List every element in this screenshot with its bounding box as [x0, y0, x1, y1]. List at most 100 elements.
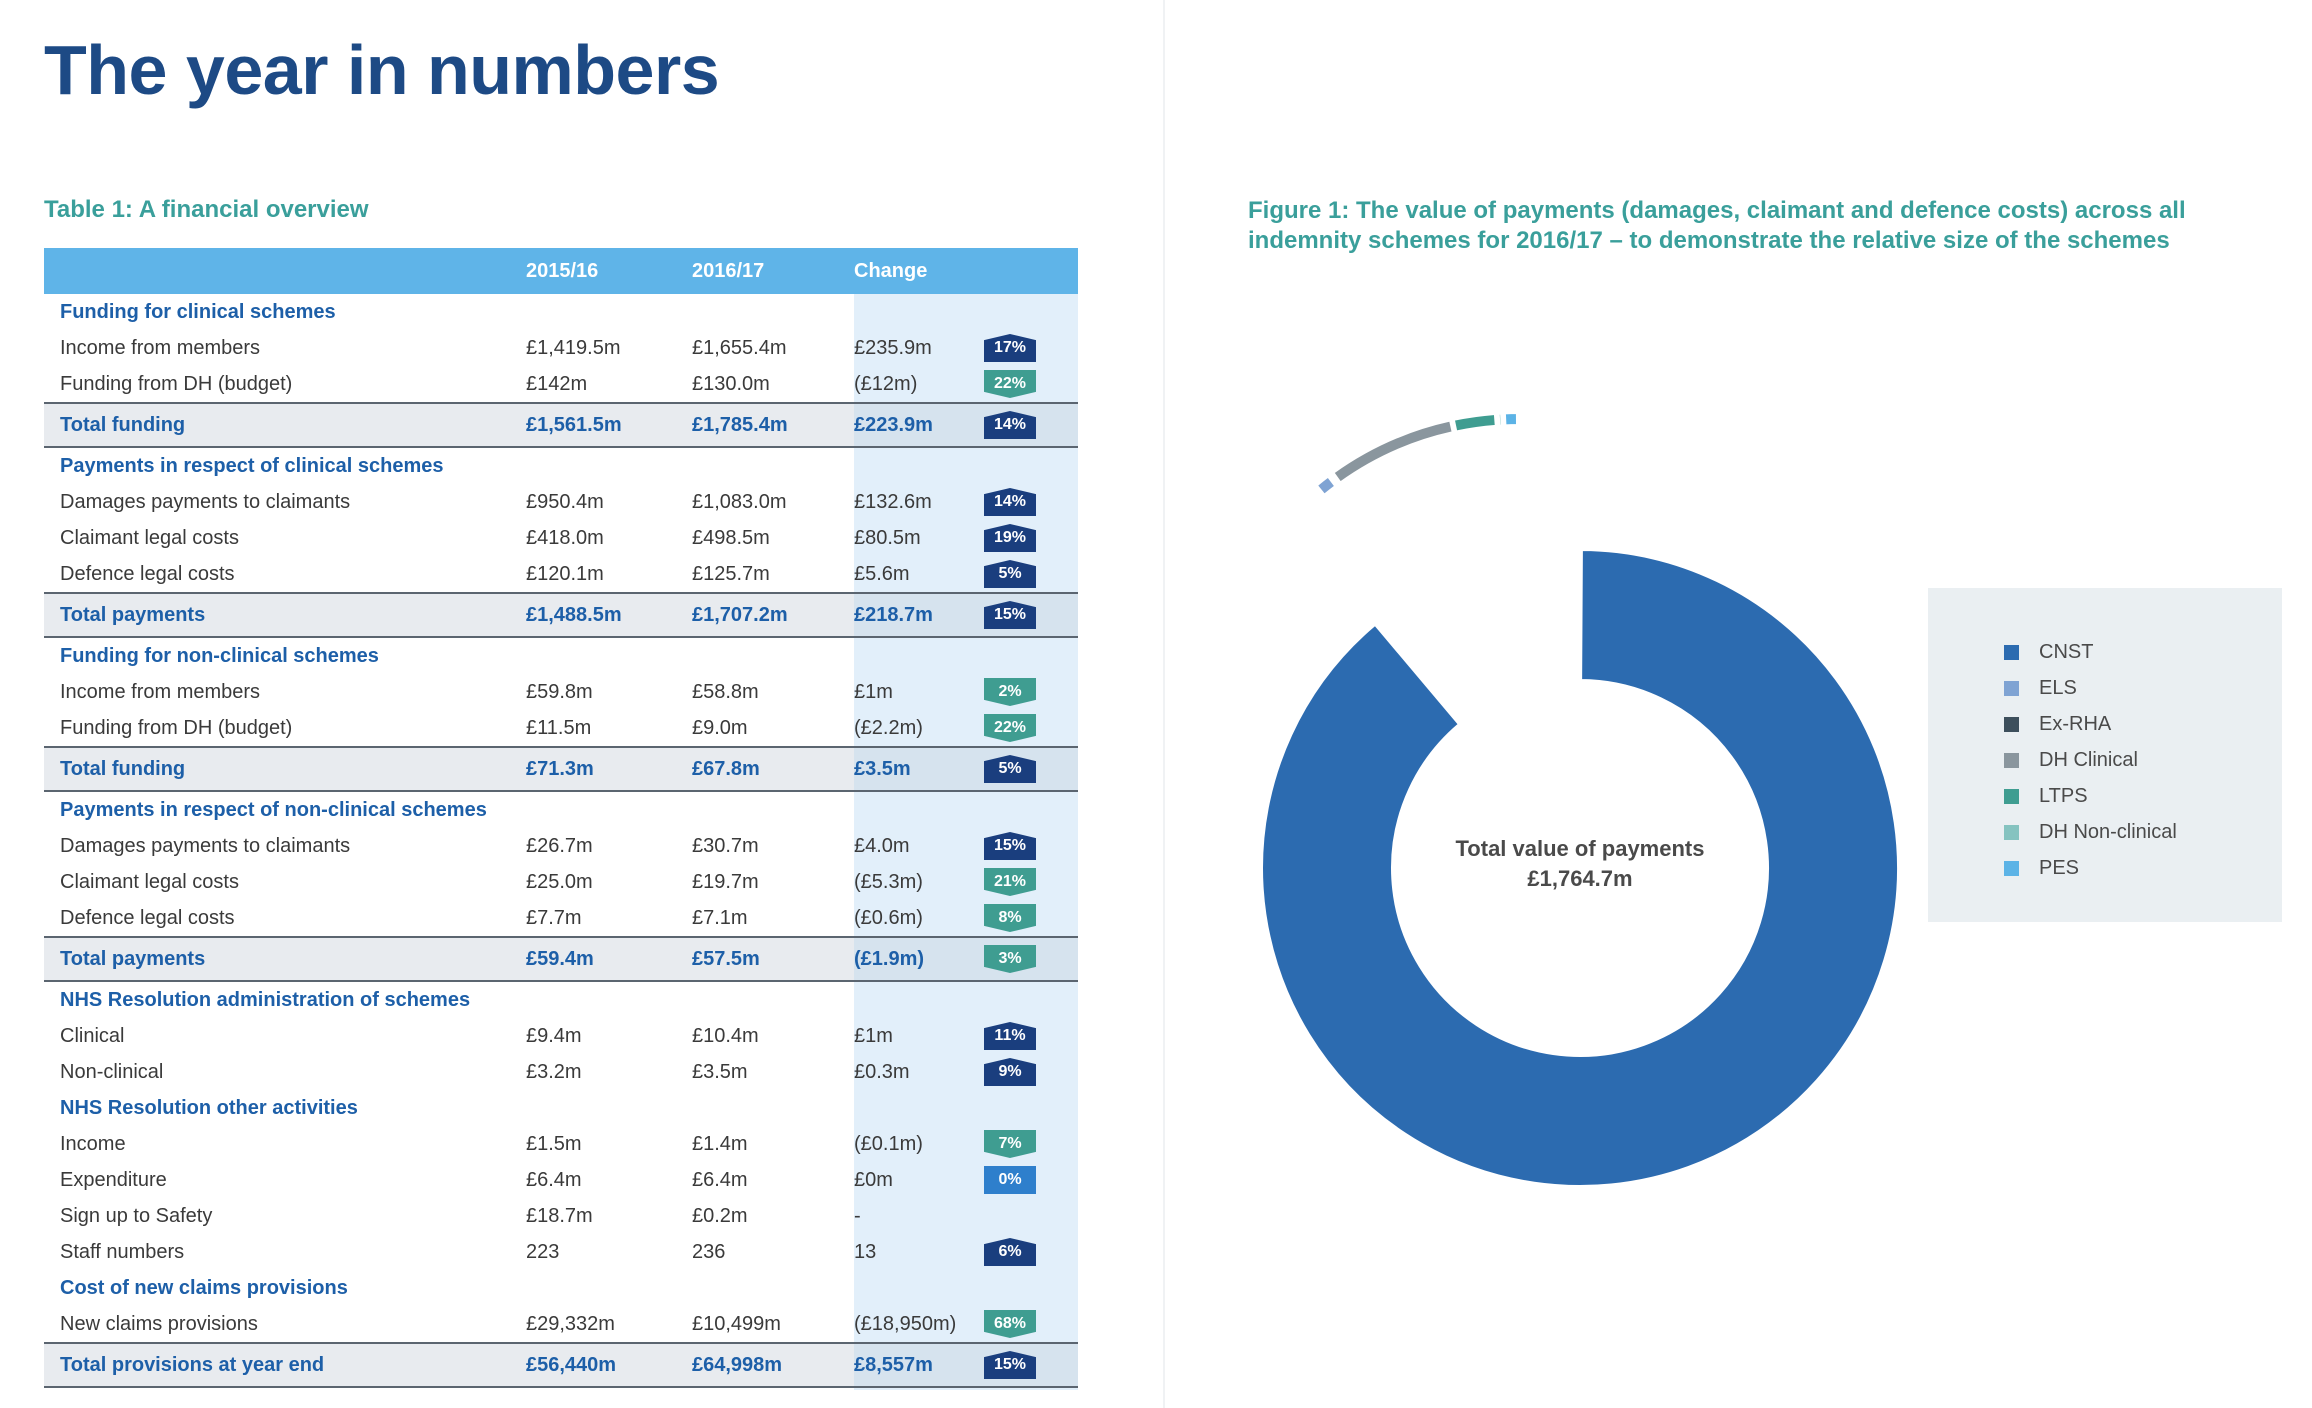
section-row: NHS Resolution administration of schemes [44, 981, 1078, 1018]
legend-label: CNST [2039, 640, 2094, 663]
value-2015-16: £142m [526, 372, 588, 395]
empty-cell [692, 1090, 854, 1126]
value-change: £4.0m [854, 834, 910, 857]
percent-cell: 2% [984, 674, 1078, 710]
table-row: Funding from DH (budget) £142m £130.0m (£12… [44, 366, 1078, 403]
change-column-highlight [854, 294, 1078, 1390]
section-label: NHS Resolution administration of schemes [60, 988, 471, 1011]
section-row: NHS Resolution other activities [44, 1090, 1078, 1126]
value-2015-16: £418.0m [526, 526, 604, 549]
table-row: Staff numbers 223 236 13 6% [44, 1234, 1078, 1270]
legend-item: CNST [2004, 634, 2282, 670]
legend-item: DH Non-clinical [2004, 814, 2282, 850]
section-row: Funding for non-clinical schemes [44, 637, 1078, 674]
value-2016-17: £7.1m [692, 906, 748, 929]
value-change: £0.3m [854, 1060, 910, 1083]
empty-cell [692, 1270, 854, 1306]
empty-cell [526, 1090, 692, 1126]
value-change: £218.7m [854, 592, 984, 638]
value-2016-17: £1.4m [692, 1132, 748, 1155]
row-label: Claimant legal costs [60, 526, 239, 549]
empty-cell [984, 1090, 1078, 1126]
value-change: (£12m) [854, 372, 918, 395]
total-row: Total payments £59.4m £57.5m (£1.9m) 3% [44, 936, 1078, 982]
legend-swatch [2004, 860, 2019, 876]
percent-change-badge: 7% [984, 1130, 1036, 1158]
row-label: Non-clinical [60, 1060, 164, 1083]
value-2016-17: £10.4m [692, 1024, 759, 1047]
value-2015-16: £1,488.5m [526, 592, 692, 638]
value-2015-16: £9.4m [526, 1024, 582, 1047]
percent-cell: 17% [984, 330, 1078, 366]
legend-item: DH Clinical [2004, 742, 2282, 778]
value-2015-16: £120.1m [526, 562, 604, 585]
percent-change-badge: 5% [984, 560, 1036, 588]
percent-change-badge: 15% [984, 832, 1036, 860]
value-2016-17: £10,499m [692, 1312, 781, 1335]
donut-center-label: Total value of payments [1456, 836, 1705, 861]
empty-cell [854, 1270, 984, 1306]
value-2015-16: £29,332m [526, 1312, 615, 1335]
row-label: Total payments [44, 936, 526, 982]
row-label: Total provisions at year end [44, 1342, 526, 1388]
table-row: Funding from DH (budget) £11.5m £9.0m (£2.2… [44, 710, 1078, 747]
empty-cell [526, 294, 692, 330]
header-2015-16: 2015/16 [526, 248, 692, 294]
percent-cell: 14% [984, 402, 1078, 448]
table-row: Clinical £9.4m £10.4m £1m 11% [44, 1018, 1078, 1054]
legend-swatch [2004, 752, 2019, 768]
value-change: £5.6m [854, 562, 910, 585]
donut-slice-dh-non-clinical [1497, 412, 1503, 427]
legend-swatch [2004, 680, 2019, 696]
row-label: Clinical [60, 1024, 125, 1047]
percent-cell: 0% [984, 1162, 1078, 1198]
total-row: Total funding £1,561.5m £1,785.4m £223.9m 14… [44, 402, 1078, 448]
empty-cell [984, 447, 1078, 484]
row-label: Sign up to Safety [60, 1204, 213, 1227]
value-2016-17: £58.8m [692, 680, 759, 703]
value-2016-17: £57.5m [692, 936, 854, 982]
empty-cell [692, 447, 854, 484]
percent-cell: 7% [984, 1126, 1078, 1162]
value-change: £80.5m [854, 526, 921, 549]
legend-label: DH Clinical [2039, 748, 2138, 771]
row-label: Staff numbers [60, 1240, 185, 1263]
value-2015-16: £71.3m [526, 746, 692, 792]
table-row: Income £1.5m £1.4m (£0.1m) 7% [44, 1126, 1078, 1162]
value-change: £1m [854, 1024, 893, 1047]
row-label: Defence legal costs [60, 906, 235, 929]
empty-cell [984, 981, 1078, 1018]
percent-change-badge: 22% [984, 370, 1036, 398]
percent-cell: 3% [984, 936, 1078, 982]
page-title: The year in numbers [44, 31, 720, 109]
percent-change-badge: 14% [984, 488, 1036, 516]
row-label: Total payments [44, 592, 526, 638]
legend-swatch [2004, 644, 2019, 660]
value-change: £3.5m [854, 746, 984, 792]
legend-item: Ex-RHA [2004, 706, 2282, 742]
percent-change-badge: 2% [984, 678, 1036, 706]
donut-slice-dh-clinical [1332, 419, 1454, 484]
table-row: Income from members £1,419.5m £1,655.4m £23… [44, 330, 1078, 366]
percent-change-badge: 17% [984, 334, 1036, 362]
legend-swatch [2004, 824, 2019, 840]
value-2016-17: £30.7m [692, 834, 759, 857]
value-change: £1m [854, 680, 893, 703]
empty-cell [526, 981, 692, 1018]
value-2016-17: £3.5m [692, 1060, 748, 1083]
section-row: Funding for clinical schemes [44, 294, 1078, 330]
value-2015-16: £950.4m [526, 490, 604, 513]
percent-cell [984, 1198, 1078, 1234]
percent-change-badge: 21% [984, 868, 1036, 896]
empty-cell [854, 981, 984, 1018]
row-label: Defence legal costs [60, 562, 235, 585]
value-change: £235.9m [854, 336, 932, 359]
row-label: Damages payments to claimants [60, 490, 351, 513]
header-percent [984, 248, 1078, 294]
donut-slice-cnst [1261, 548, 1899, 1187]
value-change: - [854, 1204, 861, 1227]
legend-label: Ex-RHA [2039, 712, 2112, 735]
page-divider [1163, 0, 1165, 1408]
row-label: Income from members [60, 336, 261, 359]
percent-change-badge: 68% [984, 1310, 1036, 1338]
